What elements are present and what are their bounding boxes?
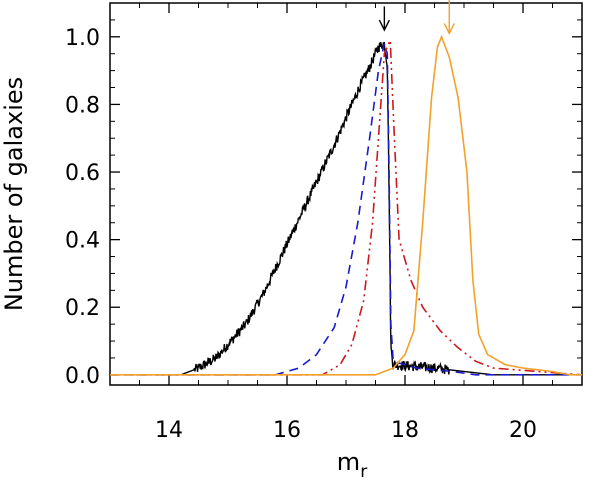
x-tick-label: 18	[391, 418, 419, 443]
plot-frame	[109, 2, 583, 386]
series-line-4	[110, 34, 582, 376]
y-tick-label: 0.4	[65, 229, 100, 254]
arrow-head-2	[443, 23, 455, 35]
x-axis-label-main: m	[337, 448, 360, 476]
arrow-head-1	[378, 19, 390, 32]
axis-ticks: 14 16 18 20 0.0 0.2 0.4 0.6 0.8 1.0	[65, 3, 583, 443]
y-tick-label: 0.0	[65, 364, 100, 389]
x-axis-label-subscript: r	[360, 462, 367, 481]
y-tick-label: 1.0	[65, 26, 100, 51]
x-axis-label: mr	[337, 448, 367, 481]
y-tick-label: 0.8	[65, 93, 100, 118]
annotation-layer	[378, 0, 455, 35]
y-axis-label: Number of galaxies	[0, 77, 28, 311]
series-line-1	[110, 41, 582, 376]
x-tick-label: 14	[155, 418, 183, 443]
y-tick-label: 0.6	[65, 161, 100, 186]
series-line-3	[110, 39, 583, 376]
x-tick-label: 16	[273, 418, 301, 443]
series-line-2	[110, 43, 582, 376]
y-tick-label: 0.2	[65, 296, 100, 321]
series-layer	[110, 34, 583, 376]
x-tick-label: 20	[509, 418, 537, 443]
